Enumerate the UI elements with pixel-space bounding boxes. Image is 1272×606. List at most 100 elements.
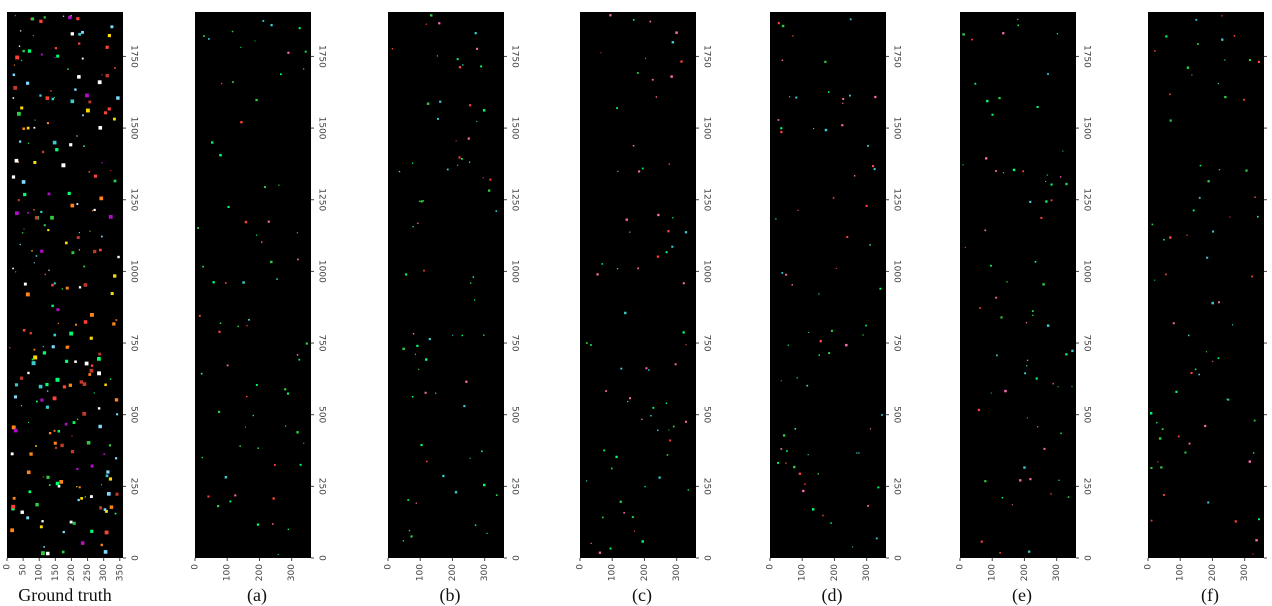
- map-pixel: [999, 552, 1001, 554]
- map-pixel: [1047, 73, 1049, 75]
- map-pixel: [90, 313, 94, 317]
- map-pixel: [117, 256, 119, 258]
- map-pixel: [632, 516, 634, 518]
- map-pixel: [438, 22, 440, 24]
- map-pixel: [1186, 235, 1187, 236]
- map-pixel: [623, 512, 625, 514]
- map-pixel: [202, 457, 203, 458]
- map-pixel: [488, 189, 490, 191]
- map-pixel: [783, 434, 785, 436]
- map-pixel: [303, 68, 304, 69]
- y-tick-label: 0: [129, 555, 139, 561]
- map-pixel: [34, 127, 36, 129]
- map-pixel: [66, 287, 69, 290]
- map-pixel: [1207, 180, 1209, 182]
- map-pixel: [1199, 197, 1201, 199]
- map-pixel: [24, 283, 27, 286]
- map-pixel: [101, 162, 102, 163]
- map-pixel: [79, 249, 80, 250]
- map-pixel: [1169, 236, 1171, 238]
- map-pixel: [80, 497, 83, 500]
- map-pixel: [642, 168, 644, 170]
- map-pixel: [47, 229, 49, 231]
- map-pixel: [617, 171, 618, 172]
- map-pixel: [246, 396, 247, 397]
- map-pixel: [854, 175, 855, 176]
- map-pixel: [9, 347, 10, 348]
- map-pixel: [55, 148, 58, 151]
- map-pixel: [1043, 448, 1045, 450]
- map-pixel: [1065, 353, 1067, 355]
- map-pixel: [278, 185, 279, 186]
- map-pixel: [116, 413, 118, 415]
- map-pixel: [780, 131, 782, 133]
- map-pixel: [272, 523, 273, 524]
- map-pixel: [867, 505, 869, 507]
- map-pixel: [671, 246, 673, 248]
- map-pixel: [791, 284, 792, 285]
- x-tick-label: 350: [115, 564, 125, 581]
- map-pixel: [463, 405, 465, 407]
- map-pixel: [1060, 176, 1061, 177]
- map-pixel: [20, 30, 21, 31]
- y-tick-label: 250: [510, 478, 520, 495]
- y-tick-label: 500: [702, 406, 712, 423]
- map-pixel: [227, 365, 229, 367]
- map-pixel: [68, 16, 72, 20]
- map-pixel: [256, 235, 257, 236]
- map-pixel: [285, 425, 286, 426]
- map-pixel: [782, 60, 783, 61]
- map-pixel: [26, 516, 29, 519]
- x-tick-label: 100: [988, 564, 998, 581]
- map-pixel: [425, 392, 427, 394]
- map-pixel: [91, 465, 94, 468]
- map-pixel: [232, 81, 234, 83]
- map-pixel: [420, 444, 422, 446]
- map-pixel: [255, 99, 257, 101]
- map-pixel: [781, 272, 783, 274]
- map-pixel: [965, 247, 966, 248]
- map-pixel: [86, 109, 90, 113]
- map-pixel: [49, 484, 51, 486]
- map-pixel: [1249, 460, 1251, 462]
- y-tick-label: 250: [317, 478, 327, 495]
- map-pixel: [104, 384, 106, 386]
- panel: 0250500750100012501500175005010015020025…: [3, 12, 139, 605]
- map-pixel: [1029, 478, 1031, 480]
- map-pixel: [36, 401, 38, 403]
- map-pixel: [22, 232, 23, 233]
- map-pixel: [995, 170, 997, 172]
- caption: (f): [1201, 585, 1219, 606]
- x-tick-label: 0: [1144, 564, 1154, 570]
- map-pixel: [412, 226, 413, 227]
- map-pixel: [417, 223, 418, 224]
- map-pixel: [462, 64, 463, 65]
- map-pixel: [253, 415, 254, 416]
- map-pixel: [846, 236, 848, 238]
- map-pixel: [83, 145, 85, 147]
- map-pixel: [403, 540, 404, 541]
- map-pixel: [423, 200, 424, 201]
- map-pixel: [792, 35, 793, 36]
- map-pixel: [21, 60, 22, 61]
- map-pixel: [76, 203, 78, 205]
- map-pixel: [603, 449, 605, 451]
- map-pixel: [1000, 316, 1002, 318]
- map-pixel: [1004, 390, 1006, 392]
- map-pixel: [79, 232, 80, 233]
- y-tick-label: 0: [317, 555, 327, 561]
- map-pixel: [1003, 172, 1004, 173]
- map-pixel: [998, 97, 1000, 99]
- map-pixel: [874, 168, 876, 170]
- map-pixel: [22, 180, 26, 184]
- map-pixel: [85, 94, 89, 98]
- x-tick-label: 200: [67, 564, 77, 581]
- map-pixel: [430, 14, 432, 16]
- map-pixel: [34, 349, 36, 351]
- map-pixel: [1023, 466, 1025, 468]
- map-pixel: [427, 102, 429, 104]
- map-pixel: [15, 56, 19, 60]
- map-pixel: [669, 163, 670, 164]
- map-pixel: [1035, 261, 1037, 263]
- map-pixel: [469, 104, 471, 106]
